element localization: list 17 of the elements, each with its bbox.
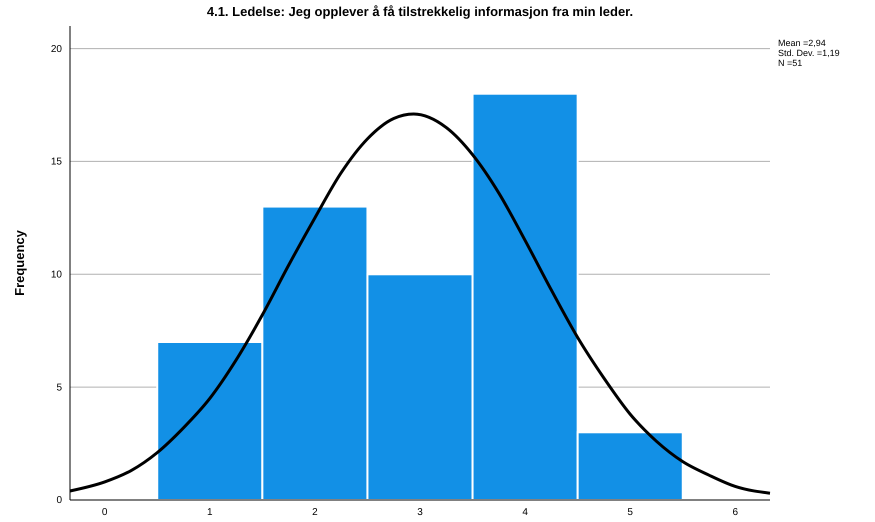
y-tick-label: 0 [56, 495, 62, 506]
y-tick-label: 15 [50, 156, 62, 168]
text: Std. Dev. =1,19 [778, 48, 840, 58]
text: Mean =2,94 [778, 38, 826, 48]
y-tick-label: 20 [50, 44, 62, 55]
x-tick-label: 5 [627, 507, 634, 518]
x-tick-label: 6 [732, 507, 739, 518]
chart-title: 4.1. Ledelse: Jeg opplever å få tilstrekkelig informasjon fra min leder. [206, 4, 634, 19]
x-tick-label: 3 [417, 507, 424, 518]
y-tick-label: 10 [50, 269, 62, 280]
y-tick-label: 5 [56, 382, 62, 394]
y-axis-title: Frequency [12, 229, 27, 296]
x-tick-label: 0 [102, 507, 108, 518]
text: N =51 [778, 58, 802, 68]
x-tick-label: 1 [207, 507, 214, 518]
x-tick-label: 4 [522, 507, 528, 518]
x-tick-label: 2 [312, 507, 318, 518]
